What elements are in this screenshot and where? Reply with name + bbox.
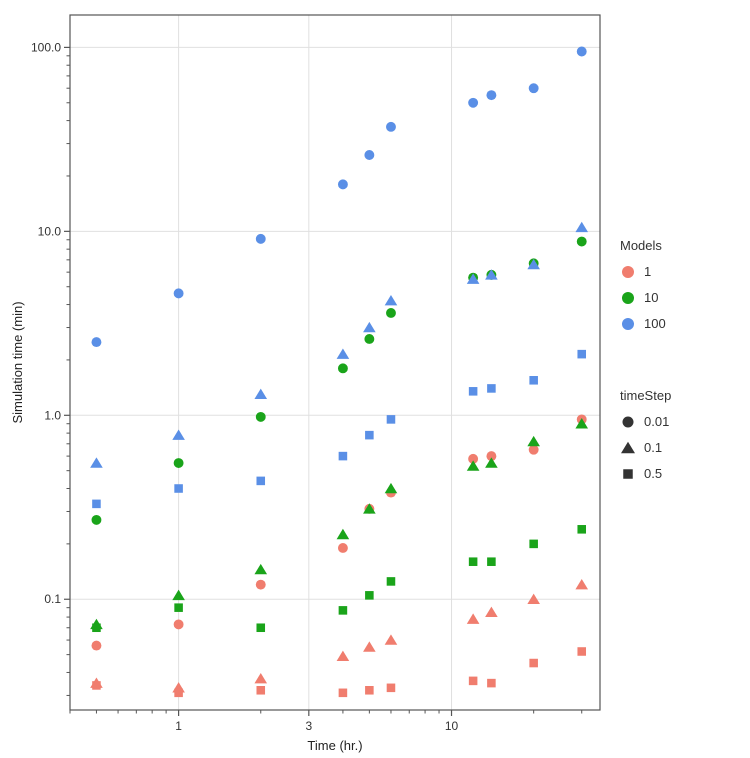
legend-label: 100 xyxy=(644,316,666,331)
x-tick-label: 3 xyxy=(305,719,312,733)
legend-label: 0.1 xyxy=(644,440,662,455)
legend-title-models: Models xyxy=(620,238,662,253)
legend-label: 0.5 xyxy=(644,466,662,481)
chart-container: 1 3 10 0.1 1.0 10.0 100.0 Time (hr.) Simulation … xyxy=(0,0,750,758)
legend-label: 0.01 xyxy=(644,414,669,429)
legend-swatch xyxy=(622,266,634,278)
y-axis-label: Simulation time (min) xyxy=(10,301,25,423)
legend-title-timestep: timeStep xyxy=(620,388,671,403)
x-tick-label: 10 xyxy=(445,719,459,733)
scatter-chart: 1 3 10 0.1 1.0 10.0 100.0 Time (hr.) Simulation … xyxy=(0,0,750,758)
y-tick-label: 1.0 xyxy=(44,408,61,422)
x-tick-label: 1 xyxy=(175,719,182,733)
y-tick-label: 100.0 xyxy=(31,40,61,54)
legend-swatch xyxy=(622,318,634,330)
legend-label: 10 xyxy=(644,290,658,305)
legend-swatch xyxy=(622,292,634,304)
x-axis-label: Time (hr.) xyxy=(307,738,362,753)
y-tick-label: 10.0 xyxy=(38,224,62,238)
legend-label: 1 xyxy=(644,264,651,279)
y-tick-label: 0.1 xyxy=(44,592,61,606)
